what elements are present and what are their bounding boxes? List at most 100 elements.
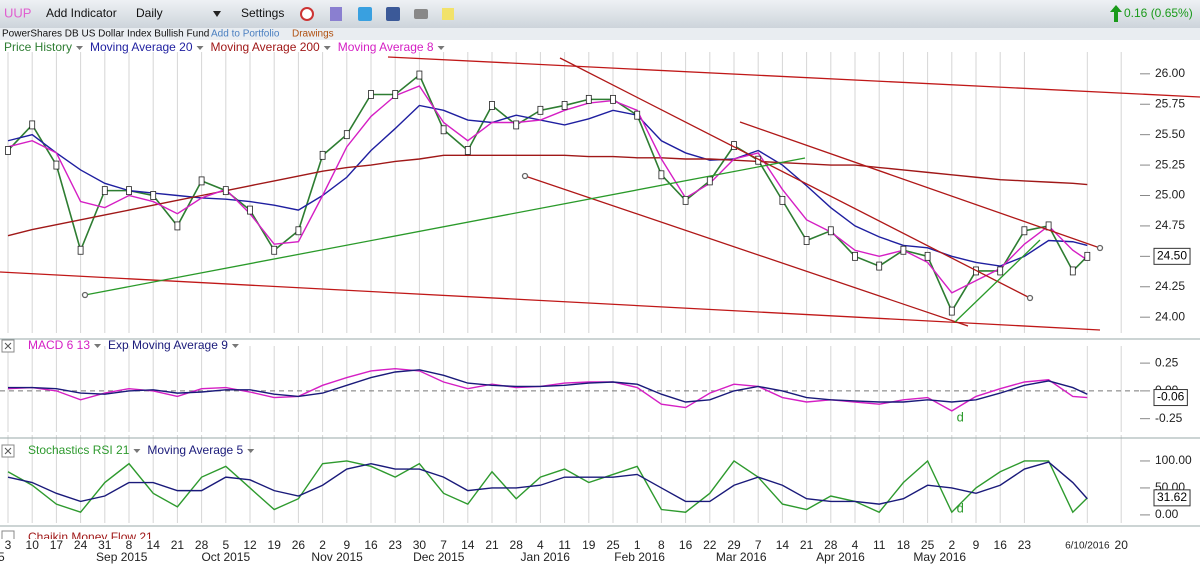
x-tick-label: 3: [5, 538, 12, 552]
price-candle: [5, 146, 11, 155]
settings[interactable]: Settings: [241, 6, 284, 20]
axis-band: [0, 539, 1200, 568]
legend-dropdown[interactable]: [76, 46, 84, 50]
x-tick-label: 9: [973, 538, 980, 552]
price-candle: [29, 120, 36, 130]
x-tick-label: 24: [74, 538, 88, 552]
trend-line: [84, 157, 806, 296]
x-tick-label: 22: [703, 538, 717, 552]
y-tick-label: 26.00: [1155, 66, 1185, 80]
price-candle: [319, 150, 326, 160]
y-tick-label: 0.25: [1155, 355, 1179, 369]
price-candle: [610, 94, 616, 104]
camera-icon[interactable]: [414, 9, 428, 19]
add-to-portfolio[interactable]: Add to Portfolio: [211, 29, 280, 40]
last-value-box: [1153, 389, 1188, 407]
legend-entry[interactable]: MACD 6 13: [28, 338, 90, 352]
price-candle: [948, 306, 955, 316]
price-candle: [1021, 226, 1028, 236]
price-candle: [827, 226, 834, 236]
legend-dropdown[interactable]: [437, 46, 445, 50]
legend-dropdown[interactable]: [196, 46, 204, 50]
legend-entry[interactable]: Moving Average 5: [147, 443, 243, 457]
x-tick-label: 29: [727, 538, 741, 552]
legend-entry[interactable]: Moving Average 8: [338, 40, 434, 54]
handle[interactable]: [1026, 294, 1034, 302]
symbol[interactable]: UUP: [4, 5, 31, 20]
last-value: -0.06: [1157, 390, 1185, 404]
x-tick-label: 12: [243, 538, 257, 552]
price-candle: [77, 245, 84, 255]
note-icon[interactable]: [442, 8, 454, 20]
legend-dropdown[interactable]: [94, 344, 102, 348]
y-tick-label: 24.00: [1155, 309, 1185, 323]
price-candle: [803, 236, 810, 245]
price-candle: [876, 261, 883, 271]
price-candle: [658, 170, 665, 180]
alarm-icon[interactable]: [300, 7, 314, 21]
handle[interactable]: [521, 172, 529, 180]
price-candle: [852, 251, 858, 261]
price-candle: [1084, 251, 1091, 261]
x-tick-label: 8: [658, 538, 665, 552]
annotation: d: [957, 500, 964, 515]
y-tick-label: 25.50: [1155, 127, 1185, 141]
series-line: [7, 367, 1088, 412]
price-candle: [682, 195, 689, 205]
add-indicator[interactable]: Add Indicator: [46, 6, 117, 20]
book-icon[interactable]: [330, 7, 342, 21]
series-line: [7, 459, 1088, 514]
x-tick-label: 30: [413, 538, 427, 552]
close-x[interactable]: [4, 447, 12, 455]
x-tick-label: 6/10/2016: [1065, 541, 1110, 552]
handle[interactable]: [1096, 244, 1104, 252]
y-tick-label: 0.00: [1155, 507, 1179, 521]
trend-line: [739, 121, 1101, 249]
trend-line: [387, 56, 1200, 98]
series-line: [7, 154, 1088, 237]
trend-line: [954, 239, 1041, 323]
drawings[interactable]: Drawings: [292, 29, 334, 40]
y-tick-label: 25.75: [1155, 96, 1185, 110]
legend-entry[interactable]: Moving Average 200: [211, 40, 321, 54]
series-line: [7, 461, 1088, 505]
legend-entry[interactable]: Price History: [4, 40, 72, 54]
dropdown-arrow[interactable]: [213, 11, 221, 17]
x-tick-label: 16: [679, 538, 693, 552]
x-tick-label: 14: [461, 538, 475, 552]
legend-entry[interactable]: Moving Average 20: [90, 40, 193, 54]
legend-dropdown[interactable]: [323, 46, 331, 50]
up-arrow: [1110, 5, 1122, 22]
legend-dropdown[interactable]: [247, 449, 255, 453]
month-label: Nov 2015: [311, 550, 363, 564]
price-candle: [222, 186, 229, 196]
x-tick-label: 5: [222, 538, 229, 552]
handle[interactable]: [81, 291, 89, 299]
x-tick-label: 7: [440, 538, 447, 552]
legend-dropdown[interactable]: [231, 344, 239, 348]
x-tick-label: 1: [634, 538, 641, 552]
price-candle: [634, 110, 641, 120]
legend-entry[interactable]: Exp Moving Average 9: [108, 338, 228, 352]
legend-entry[interactable]: Stochastics RSI 21: [28, 443, 130, 457]
interval[interactable]: Daily: [136, 6, 163, 20]
x-tick-label: 7: [755, 538, 762, 552]
twitter-icon[interactable]: [358, 7, 372, 21]
price-candle: [343, 130, 350, 140]
price-candle: [706, 176, 713, 186]
x-tick-label: 21: [485, 538, 499, 552]
x-tick-label: 28: [195, 538, 209, 552]
price-candle: [247, 205, 253, 215]
price-candle: [368, 90, 374, 99]
facebook-icon[interactable]: [386, 7, 400, 21]
price-candle: [53, 160, 60, 170]
x-tick-label: 2: [948, 538, 955, 552]
price-candle: [585, 94, 592, 104]
close-x[interactable]: [4, 342, 12, 350]
x-tick-label: 20: [1115, 538, 1129, 552]
month-label: Dec 2015: [413, 550, 465, 564]
legend-dropdown[interactable]: [133, 449, 141, 453]
x-tick-label: 21: [800, 538, 814, 552]
x-tick-label: 4: [537, 538, 544, 552]
